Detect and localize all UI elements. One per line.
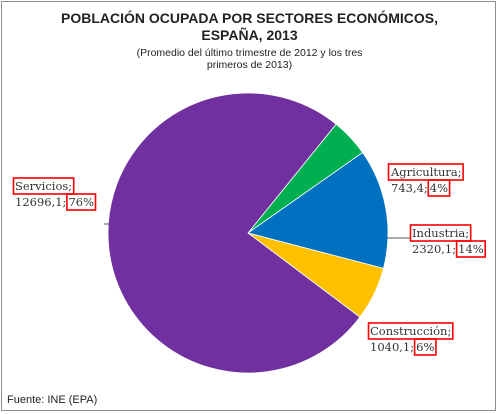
label-name-servicios: Servicios;	[15, 179, 72, 193]
chart-subtitle-line-2: primeros de 2013)	[206, 59, 293, 71]
highlight-box-name-construccion	[367, 322, 454, 340]
pie-labels: Servicios; 12696,1; 76% Agricultura; 743,4; 4…	[12, 163, 487, 356]
label-value-industria: 2320,1;	[412, 242, 456, 256]
highlight-box-name-agricultura	[387, 163, 464, 181]
label-value-agricultura: 743,4;	[391, 181, 428, 195]
chart-title-line-1: POBLACIÓN OCUPADA POR SECTORES ECONÓMICO…	[61, 10, 438, 26]
highlight-box-percent-construccion	[413, 338, 437, 356]
highlight-box-percent-agricultura	[427, 179, 451, 197]
pie-slice-servicios	[107, 92, 361, 374]
label-name-construccion: Construcción;	[370, 324, 451, 338]
label-value-construccion: 1040,1;	[370, 340, 414, 354]
label-percent-construccion: 6%	[416, 340, 434, 354]
label-value-servicios: 12696,1;	[15, 195, 66, 209]
label-percent-servicios: 76%	[68, 195, 94, 209]
highlight-box-name-servicios	[12, 177, 75, 195]
chart-subtitle-line-1: (Promedio del último trimestre de 2012 y…	[136, 47, 363, 59]
pie-slices	[107, 92, 389, 374]
label-percent-agricultura: 4%	[430, 181, 448, 195]
source-note: Fuente: INE (EPA)	[7, 394, 98, 406]
label-name-industria: Industria;	[412, 226, 469, 240]
chart-title: POBLACIÓN OCUPADA POR SECTORES ECONÓMICO…	[0, 10, 499, 44]
pie-slice-industria	[247, 152, 389, 269]
label-percent-industria: 14%	[458, 242, 484, 256]
highlight-box-name-industria	[409, 224, 472, 242]
highlight-box-percent-servicios	[66, 193, 97, 211]
chart-title-line-2: ESPAÑA, 2013	[201, 27, 298, 43]
chart-subtitle: (Promedio del último trimestre de 2012 y…	[0, 47, 499, 71]
label-name-agricultura: Agricultura;	[390, 165, 462, 179]
highlight-box-percent-industria	[455, 240, 487, 258]
